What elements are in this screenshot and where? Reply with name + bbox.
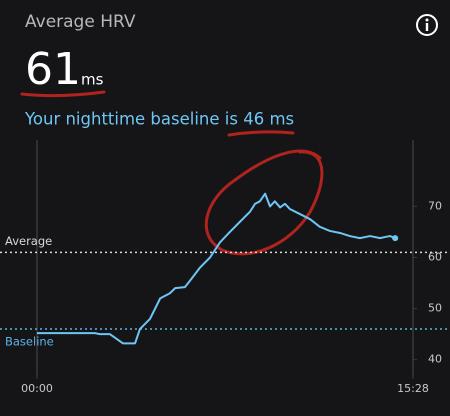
baseline-text: Your nighttime baseline is 46 ms [24, 110, 294, 129]
y-tick-label: 50 [428, 302, 442, 315]
x-tick-label: 00:00 [21, 382, 53, 395]
hrv-line [37, 192, 396, 345]
reference-label: Average [5, 234, 52, 248]
end-point [392, 235, 399, 242]
x-tick-label: 15:28 [397, 382, 429, 395]
y-tick-label: 70 [428, 199, 442, 212]
reference-label: Baseline [5, 335, 54, 349]
info-stem [425, 23, 429, 31]
y-tick-label: 60 [428, 251, 442, 264]
annotation-underline [227, 130, 295, 137]
annotation-circle [204, 149, 324, 256]
annotation-underline [20, 90, 106, 98]
info-button[interactable] [416, 14, 438, 36]
y-tick-label: 40 [428, 353, 442, 366]
chart: 40 50 60 70 00:00 15:28 Average Baseline [0, 140, 450, 395]
hrv-unit: ms [81, 71, 104, 89]
info-icon[interactable] [416, 14, 438, 36]
title: Average HRV [25, 12, 136, 32]
info-dot [425, 18, 429, 22]
hrv-value: 61 [25, 44, 81, 95]
